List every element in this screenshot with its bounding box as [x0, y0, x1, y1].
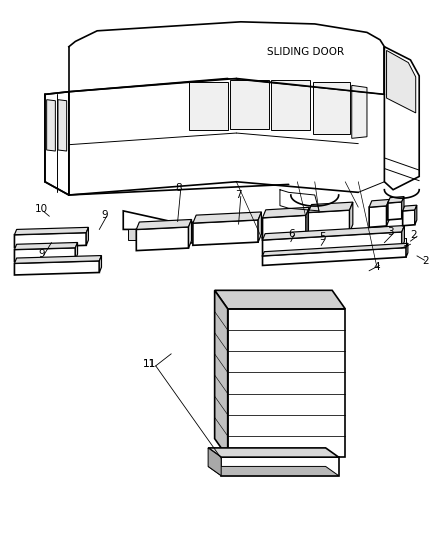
Polygon shape: [123, 211, 219, 244]
Text: 9: 9: [38, 249, 45, 259]
Polygon shape: [262, 207, 309, 218]
Polygon shape: [369, 206, 387, 227]
Polygon shape: [58, 100, 67, 151]
Text: 11: 11: [143, 359, 156, 369]
Polygon shape: [75, 243, 78, 260]
Text: 2: 2: [411, 230, 417, 240]
Polygon shape: [208, 448, 221, 475]
Polygon shape: [262, 243, 408, 256]
Polygon shape: [193, 212, 261, 223]
Polygon shape: [208, 466, 339, 475]
Polygon shape: [306, 207, 309, 238]
Polygon shape: [136, 227, 188, 251]
Polygon shape: [406, 243, 408, 257]
Polygon shape: [208, 448, 339, 457]
Polygon shape: [271, 80, 311, 130]
Polygon shape: [136, 220, 191, 229]
Polygon shape: [193, 220, 258, 245]
Polygon shape: [415, 205, 417, 225]
Polygon shape: [188, 82, 228, 130]
Text: 10: 10: [35, 204, 48, 214]
Polygon shape: [402, 225, 404, 248]
Polygon shape: [188, 220, 191, 248]
Polygon shape: [403, 210, 415, 225]
Polygon shape: [14, 255, 102, 263]
Text: 3: 3: [387, 227, 393, 237]
Polygon shape: [385, 47, 419, 190]
Polygon shape: [230, 80, 269, 129]
Polygon shape: [388, 202, 402, 220]
Text: 5: 5: [319, 232, 326, 243]
Polygon shape: [47, 100, 55, 151]
Polygon shape: [308, 210, 350, 235]
Polygon shape: [352, 85, 367, 139]
Polygon shape: [262, 232, 402, 256]
Polygon shape: [313, 82, 350, 134]
Text: 1: 1: [403, 238, 410, 248]
Polygon shape: [369, 199, 389, 207]
Polygon shape: [308, 202, 353, 213]
Polygon shape: [387, 199, 389, 226]
Polygon shape: [350, 202, 353, 232]
Text: 9: 9: [102, 209, 108, 220]
Text: 6: 6: [288, 229, 295, 239]
Polygon shape: [262, 225, 404, 240]
Polygon shape: [127, 229, 171, 240]
Polygon shape: [14, 248, 75, 261]
Polygon shape: [14, 261, 99, 275]
Polygon shape: [14, 228, 88, 235]
Polygon shape: [86, 228, 88, 245]
Polygon shape: [262, 247, 406, 265]
Polygon shape: [258, 212, 261, 242]
Text: 7: 7: [235, 190, 241, 200]
Polygon shape: [99, 255, 102, 272]
Polygon shape: [228, 309, 345, 457]
Polygon shape: [387, 51, 416, 113]
Polygon shape: [402, 197, 404, 219]
Polygon shape: [262, 215, 306, 240]
Polygon shape: [215, 290, 345, 309]
Polygon shape: [215, 290, 228, 457]
Polygon shape: [221, 457, 339, 475]
Polygon shape: [45, 92, 69, 195]
Text: SLIDING DOOR: SLIDING DOOR: [268, 47, 345, 57]
Polygon shape: [403, 205, 417, 211]
Text: 11: 11: [143, 359, 156, 369]
Polygon shape: [14, 232, 86, 247]
Text: 4: 4: [373, 262, 380, 271]
Text: 2: 2: [422, 256, 429, 266]
Polygon shape: [388, 197, 404, 203]
Polygon shape: [14, 243, 78, 249]
Text: 8: 8: [176, 183, 182, 193]
